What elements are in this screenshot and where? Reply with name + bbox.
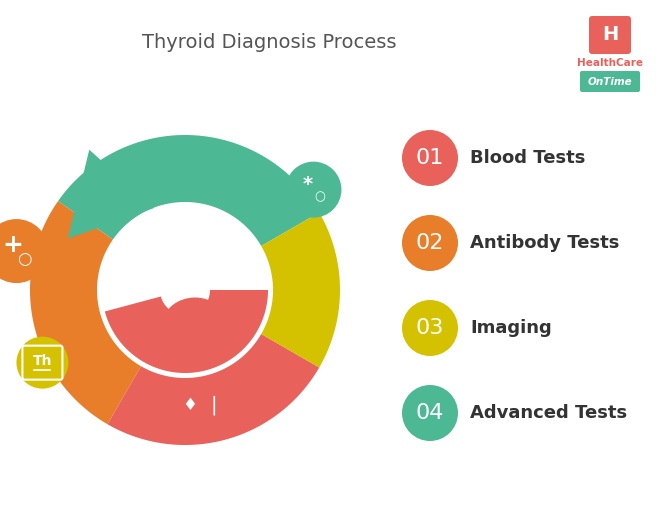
Text: Antibody Tests: Antibody Tests xyxy=(470,234,619,252)
Circle shape xyxy=(16,337,68,389)
Text: |: | xyxy=(211,395,217,415)
Circle shape xyxy=(285,162,341,218)
Text: 04: 04 xyxy=(416,403,444,423)
Text: Thyroid Diagnosis Process: Thyroid Diagnosis Process xyxy=(142,32,396,52)
Text: ○: ○ xyxy=(314,190,325,203)
Polygon shape xyxy=(68,150,154,239)
Text: ○: ○ xyxy=(17,250,31,268)
Text: OnTime: OnTime xyxy=(588,77,632,87)
Circle shape xyxy=(402,385,458,441)
Circle shape xyxy=(402,130,458,186)
Text: 02: 02 xyxy=(416,233,444,253)
Text: HealthCare: HealthCare xyxy=(577,58,643,68)
Circle shape xyxy=(402,300,458,356)
Text: H: H xyxy=(602,25,618,45)
Text: Th: Th xyxy=(33,354,52,368)
Ellipse shape xyxy=(163,298,228,352)
Polygon shape xyxy=(108,334,319,445)
Text: +: + xyxy=(2,233,23,257)
Text: *: * xyxy=(302,175,312,194)
Text: Advanced Tests: Advanced Tests xyxy=(470,404,627,422)
Polygon shape xyxy=(105,290,268,373)
Polygon shape xyxy=(261,212,340,368)
Text: 03: 03 xyxy=(416,318,444,338)
Text: ♦: ♦ xyxy=(182,396,197,414)
Text: 01: 01 xyxy=(416,148,444,168)
FancyBboxPatch shape xyxy=(589,16,631,54)
Polygon shape xyxy=(30,201,141,424)
FancyBboxPatch shape xyxy=(580,71,640,92)
Polygon shape xyxy=(58,135,319,246)
Circle shape xyxy=(402,215,458,271)
Text: Blood Tests: Blood Tests xyxy=(470,149,585,167)
Circle shape xyxy=(0,219,49,283)
Text: Imaging: Imaging xyxy=(470,319,552,337)
